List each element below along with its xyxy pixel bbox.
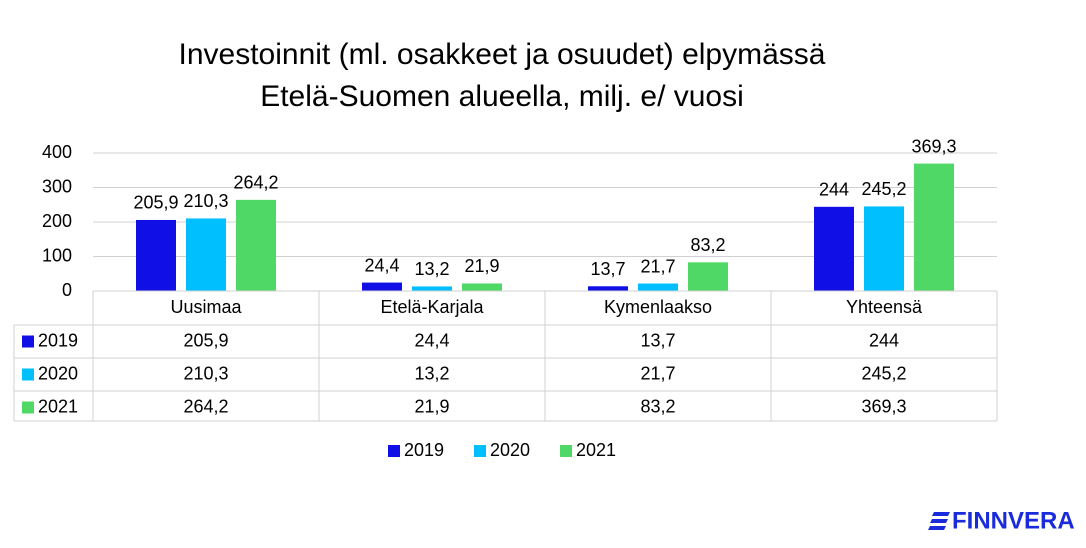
- table-cell: 205,9: [183, 330, 228, 350]
- data-label: 24,4: [364, 255, 399, 275]
- data-label: 244: [819, 180, 849, 200]
- logo: FINNVERA: [952, 507, 1075, 534]
- logo-icon: [928, 512, 950, 530]
- data-label: 83,2: [690, 235, 725, 255]
- bar: [136, 219, 176, 291]
- bar: [588, 286, 628, 291]
- bar: [186, 218, 226, 291]
- data-label: 245,2: [861, 179, 906, 199]
- data-label: 21,9: [464, 256, 499, 276]
- table-cell: 210,3: [183, 363, 228, 383]
- table-cell: 13,7: [640, 330, 675, 350]
- bar: [236, 199, 276, 291]
- bar: [638, 283, 678, 291]
- bar: [864, 206, 904, 291]
- table-row-label: 2020: [38, 363, 78, 383]
- table-cell: 13,2: [414, 363, 449, 383]
- legend-key: [474, 445, 486, 457]
- bar: [362, 282, 402, 291]
- legend-key: [388, 445, 400, 457]
- data-label: 369,3: [911, 136, 956, 156]
- legend-label: 2020: [490, 440, 530, 460]
- table-legend-key: [22, 401, 34, 414]
- table-legend-key: [22, 335, 34, 348]
- legend-label: 2021: [576, 440, 616, 460]
- legend-label: 2019: [404, 440, 444, 460]
- table-cell: 245,2: [861, 363, 906, 383]
- data-label: 210,3: [183, 191, 228, 211]
- data-label: 13,2: [414, 259, 449, 279]
- legend-key: [560, 445, 572, 457]
- y-tick-label: 300: [42, 176, 72, 196]
- y-tick-label: 400: [42, 142, 72, 162]
- y-tick-label: 100: [42, 245, 72, 265]
- table-cell: 21,9: [414, 396, 449, 416]
- x-tick-label: Kymenlaakso: [604, 297, 712, 317]
- x-tick-label: Uusimaa: [170, 297, 242, 317]
- table-cell: 24,4: [414, 330, 449, 350]
- bar: [914, 163, 954, 291]
- data-label: 13,7: [590, 259, 625, 279]
- table-cell: 21,7: [640, 363, 675, 383]
- bar: [688, 262, 728, 291]
- chart-title: Investoinnit (ml. osakkeet ja osuudet) e…: [179, 38, 826, 71]
- y-tick-label: 200: [42, 211, 72, 231]
- x-tick-label: Etelä-Karjala: [380, 297, 484, 317]
- bar: [462, 283, 502, 291]
- table-legend-key: [22, 368, 34, 381]
- y-tick-label: 0: [62, 280, 72, 300]
- table-cell: 244: [869, 330, 899, 350]
- table-cell: 369,3: [861, 396, 906, 416]
- table-row-label: 2019: [38, 330, 78, 350]
- x-tick-label: Yhteensä: [846, 297, 923, 317]
- data-label: 264,2: [233, 173, 278, 193]
- bar: [814, 206, 854, 291]
- data-label: 205,9: [133, 193, 178, 213]
- table-cell: 264,2: [183, 396, 228, 416]
- data-label: 21,7: [640, 256, 675, 276]
- table-cell: 83,2: [640, 396, 675, 416]
- chart-title: Etelä-Suomen alueella, milj. e/ vuosi: [260, 80, 744, 113]
- bar: [412, 286, 452, 291]
- table-row-label: 2021: [38, 396, 78, 416]
